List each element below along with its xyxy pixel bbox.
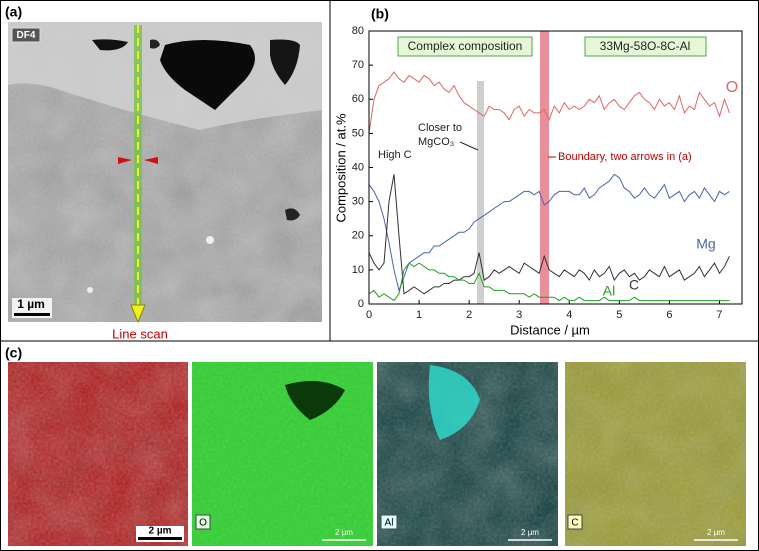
x-tick-label: 7 [716, 309, 722, 321]
annotation: High C [378, 149, 412, 161]
detector-label: DF4 [17, 30, 36, 41]
y-tick-label: 40 [352, 161, 364, 173]
scale-label: 2 µm [707, 528, 725, 537]
series-line [368, 173, 730, 293]
element-map: C 2 µm [565, 362, 746, 546]
y-tick-label: 80 [352, 25, 364, 37]
element-map: 2 µm [8, 362, 188, 546]
micrograph: DF4 1 µm [8, 22, 322, 324]
y-tick-label: 10 [352, 264, 364, 276]
series-label: Al [603, 283, 615, 299]
x-axis-title: Distance / µm [510, 322, 590, 337]
x-tick-label: 5 [616, 309, 622, 321]
annotation: MgCO₃ [418, 136, 454, 148]
highlight [540, 31, 549, 304]
plot-area [369, 31, 742, 304]
y-axis-title: Composition / at.% [333, 113, 348, 223]
annotation: Boundary, two arrows in (a) [558, 151, 692, 163]
series-line [368, 71, 730, 134]
series-line [368, 262, 730, 302]
highlight [477, 81, 484, 304]
scale-label: 1 µm [17, 297, 45, 311]
x-tick-label: 6 [666, 309, 672, 321]
annotation: 33Mg-58O-8C-Al [600, 39, 691, 53]
scale-label: 2 µm [335, 528, 353, 537]
element-label: Al [385, 518, 394, 529]
panel-label: (c) [5, 345, 22, 361]
annotation-box [584, 36, 707, 57]
x-tick-label: 3 [516, 309, 522, 321]
element-map: O 2 µm [192, 362, 373, 546]
y-tick-label: 30 [352, 196, 364, 208]
y-tick-label: 0 [358, 298, 364, 310]
y-tick-label: 70 [352, 59, 364, 71]
series-line [368, 174, 730, 295]
x-tick-label: 4 [566, 309, 572, 321]
element-label: O [199, 518, 207, 529]
arrow [459, 141, 479, 151]
x-tick-label: 1 [416, 309, 422, 321]
x-tick-label: 0 [366, 309, 372, 321]
scale-label: 2 µm [149, 526, 172, 537]
element-label: C [571, 518, 578, 529]
series-label: Mg [696, 236, 715, 252]
y-tick-label: 20 [352, 230, 364, 242]
caption: Line scan [112, 326, 168, 341]
x-tick-label: 2 [466, 309, 472, 321]
annotation-box [397, 36, 533, 57]
axes-frame [368, 30, 743, 305]
y-tick-label: 60 [352, 93, 364, 105]
annotation: Closer to [418, 122, 462, 134]
panel-label: (a) [5, 4, 22, 20]
annotation: Complex composition [408, 39, 523, 53]
y-tick-label: 50 [352, 127, 364, 139]
series-label: O [726, 79, 738, 96]
element-map: Al 2 µm [377, 362, 558, 546]
series-label: C [629, 277, 639, 293]
scale-label: 2 µm [521, 528, 539, 537]
panel-label: (b) [371, 6, 389, 22]
